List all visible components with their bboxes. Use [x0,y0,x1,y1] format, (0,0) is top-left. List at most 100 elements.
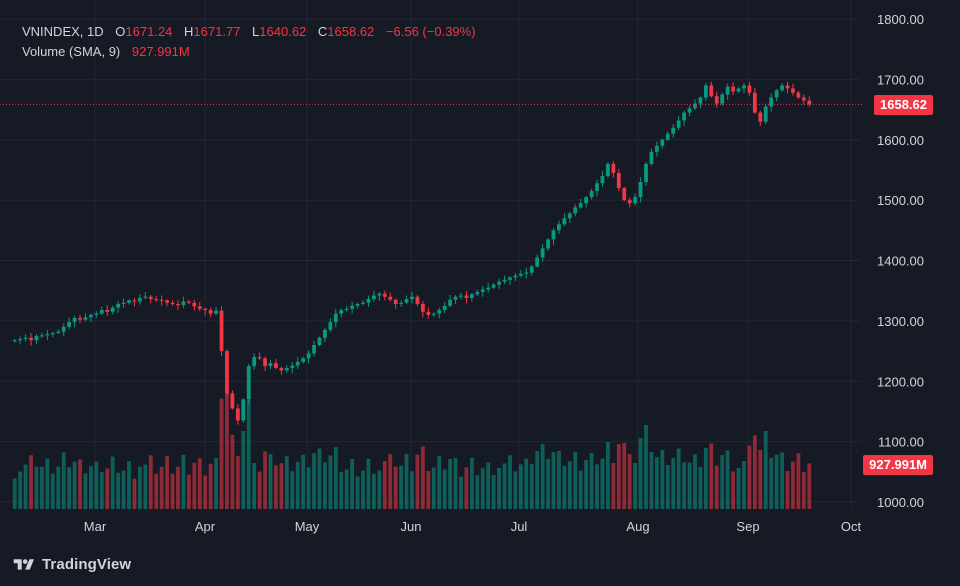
volume-bar [67,467,72,509]
volume-bar [742,461,746,509]
candle-body [186,301,191,303]
candle-body [312,345,316,354]
candle-body [600,175,605,184]
tradingview-footer[interactable]: TradingView [12,556,131,573]
candle-body [372,295,376,300]
volume-bar [246,400,251,509]
candle-body [415,296,420,304]
volume-bar [132,478,137,509]
candle-body [649,151,654,164]
candle-body [660,139,665,146]
volume-bar [306,467,311,509]
candle-body [758,112,763,122]
volume-bar [230,435,235,509]
candle-body [426,311,431,315]
x-tick-label: Sep [736,519,759,534]
volume-bar [148,455,153,509]
volume-label: Volume (SMA, 9) [22,44,121,59]
volume-bar [693,454,697,509]
y-tick-label: 1800.00 [877,12,924,27]
volume-bar [731,471,735,509]
volume-bar [480,468,485,509]
candle-body [94,313,99,315]
x-tick-label: Mar [84,519,107,534]
candle-body [170,302,175,304]
candle-body [431,313,436,315]
candle-body [638,182,643,198]
candle-body [323,329,327,338]
candle-body [252,357,257,367]
candle-body [382,293,387,297]
volume-bar [633,463,638,509]
volume-bar [660,450,665,509]
volume-bar [682,462,687,509]
volume-bar [290,471,295,509]
volume-bar [339,471,344,509]
volume-bar [595,464,599,509]
candle-body [807,100,812,105]
volume-bar [437,455,442,509]
volume-bar [486,462,491,509]
candle-body [181,301,186,306]
candle-body [214,310,218,314]
candle-body [116,303,121,308]
volume-bar [127,461,131,509]
candle-body [437,310,442,314]
volume-bar [29,455,33,509]
volume-bar [116,472,121,509]
volume-bar [203,475,208,509]
candle-body [535,257,540,267]
candle-body [785,85,790,89]
volume-bar [34,466,39,509]
candle-body [399,302,404,304]
candle-body [480,289,485,292]
candle-body [246,366,251,400]
volume-bar [709,443,714,509]
candle-body [567,213,572,219]
candle-body [393,299,398,304]
volume-bar [567,461,572,509]
candle-body [361,302,365,304]
volume-bar [137,466,142,509]
candle-body [442,305,447,311]
candle-body [742,85,746,89]
candle-body [540,248,545,258]
candle-body [453,296,458,300]
volume-bar [94,461,99,509]
volume-bar [562,466,567,509]
symbol-name: VNINDEX [22,24,80,39]
low-value: 1640.62 [259,24,307,39]
volume-bar [801,472,806,509]
high-value: 1671.77 [193,24,241,39]
candle-body [121,302,126,304]
volume-bar [475,475,480,509]
candle-body [731,86,735,92]
volume-bar [121,470,126,509]
candle-body [796,92,801,98]
volume-bar [333,447,338,509]
candle-body [165,300,170,303]
volume-bar [644,425,648,509]
candle-body [698,97,703,104]
candle-body [18,338,23,341]
volume-bar [606,442,610,509]
candle-body [573,207,578,214]
change-value: −6.56 (−0.39%) [385,24,476,39]
candle-body [491,284,496,288]
candle-body [475,291,480,295]
volume-bar [192,462,197,509]
candle-body [584,197,589,204]
volume-bar [616,444,621,509]
candle-body [557,224,561,231]
volume-bar [622,443,627,509]
candle-body [611,163,616,173]
candle-body [263,358,267,367]
candle-body [529,266,534,273]
volume-bar [649,452,654,509]
candle-body [192,302,197,307]
open-value: 1671.24 [125,24,173,39]
volume-bar [497,468,501,509]
x-tick-label: Apr [195,519,216,534]
